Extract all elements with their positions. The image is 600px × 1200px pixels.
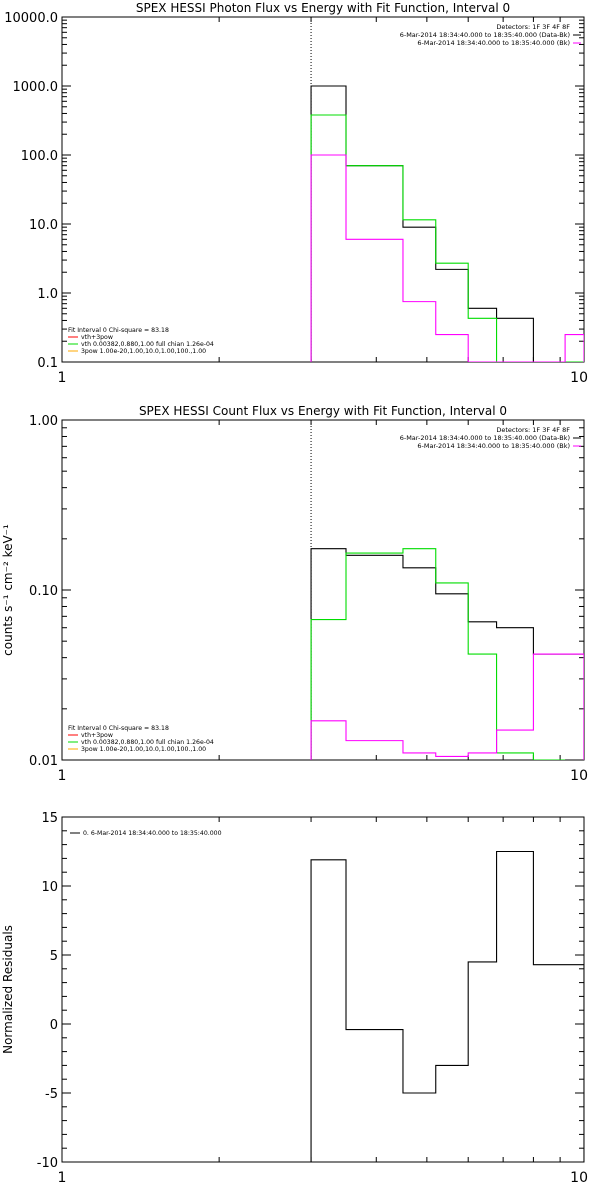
legend-text: Fit Interval 0 Chi-square = 83.18 <box>68 725 169 732</box>
legend-text: vth+3pow <box>81 732 113 739</box>
x-tick-label: 1 <box>58 370 67 386</box>
x-tick-label: 10 <box>570 370 588 386</box>
y-axis-label: Normalized Residuals <box>1 925 15 1054</box>
x-tick-label: 10 <box>570 1170 588 1186</box>
chart-title: SPEX HESSI Count Flux vs Energy with Fit… <box>139 404 507 418</box>
y-tick-label: 0.10 <box>29 584 58 599</box>
series-line-3 <box>310 653 584 760</box>
y-tick-label: 1000.0 <box>13 80 59 95</box>
x-tick-label: 10 <box>570 768 588 784</box>
x-tick-label: 1 <box>58 768 67 784</box>
legend-text: 3pow 1.00e-20,1.00,10.0,1.00,100.,1.00 <box>81 348 206 355</box>
legend-text: vth 0.00382,0.880,1.00 full chian 1.26e-… <box>81 739 214 746</box>
legend-text: 0. 6-Mar-2014 18:34:40.000 to 18:35:40.0… <box>83 830 222 837</box>
y-tick-label: -10 <box>37 1156 58 1171</box>
y-tick-label: 1.00 <box>29 414 58 429</box>
chart-panel-1: SPEX HESSI Photon Flux vs Energy with Fi… <box>4 1 588 386</box>
y-tick-label: 0 <box>50 1018 58 1033</box>
header-text: 6-Mar-2014 18:34:40.000 to 18:35:40.000 … <box>417 442 570 450</box>
y-tick-label: 5 <box>50 949 58 964</box>
header-text: Detectors: 1F 3F 4F 8F <box>496 23 570 31</box>
legend-text: vth 0.00382,0.880,1.00 full chian 1.26e-… <box>81 341 214 348</box>
y-tick-label: 100.0 <box>21 149 58 164</box>
chart-panel-3: Normalized Residuals -10 -5 0 5 10 15 1 10 0. 6-M… <box>1 811 588 1186</box>
y-tick-label: 15 <box>41 811 58 826</box>
header-text: Detectors: 1F 3F 4F 8F <box>496 426 570 434</box>
series-line-1 <box>310 850 584 1162</box>
y-tick-label: 1.0 <box>37 287 58 302</box>
chart-panel-2: SPEX HESSI Count Flux vs Energy with Fit… <box>1 404 588 784</box>
y-tick-label: 0.1 <box>37 356 58 371</box>
plot-frame <box>61 816 585 1163</box>
y-tick-label: 10000.0 <box>4 11 58 26</box>
y-tick-label: 10.0 <box>29 218 58 233</box>
legend-text: vth+3pow <box>81 334 113 341</box>
chart-title: SPEX HESSI Photon Flux vs Energy with Fi… <box>136 1 510 15</box>
header-text: 6-Mar-2014 18:34:40.000 to 18:35:40.000 … <box>400 31 570 39</box>
y-tick-label: 0.01 <box>29 754 58 769</box>
legend-text: Fit Interval 0 Chi-square = 83.18 <box>68 327 169 334</box>
x-tick-label: 1 <box>58 1170 67 1186</box>
series-line-3 <box>310 154 584 362</box>
series-line-1 <box>310 85 584 362</box>
legend-text: 3pow 1.00e-20,1.00,10.0,1.00,100.,1.00 <box>81 746 206 753</box>
series-line-2 <box>310 548 566 760</box>
y-tick-label: -5 <box>45 1087 58 1102</box>
plot-frame <box>61 16 585 363</box>
y-axis-label: counts s⁻¹ cm⁻² keV⁻¹ <box>1 524 15 656</box>
y-tick-label: 10 <box>41 880 58 895</box>
header-text: 6-Mar-2014 18:34:40.000 to 18:35:40.000 … <box>417 39 570 47</box>
plot-frame <box>61 419 585 761</box>
header-text: 6-Mar-2014 18:34:40.000 to 18:35:40.000 … <box>400 434 570 442</box>
series-line-2 <box>310 114 584 362</box>
